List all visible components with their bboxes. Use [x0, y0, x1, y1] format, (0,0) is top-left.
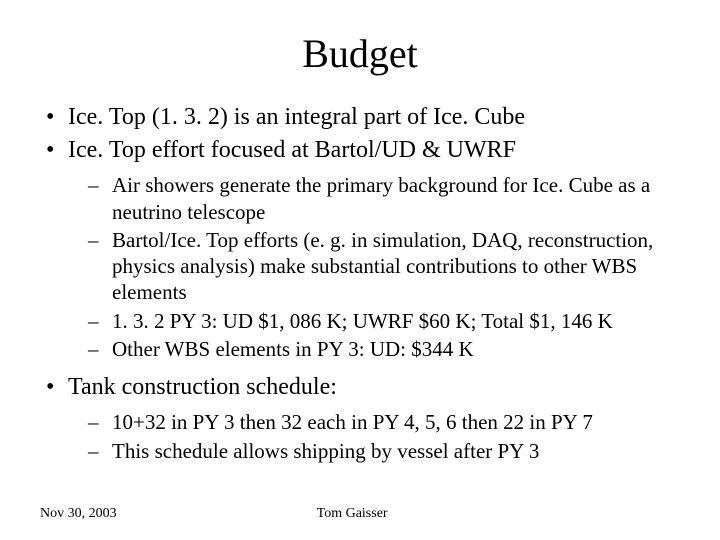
sub-bullet-item: 10+32 in PY 3 then 32 each in PY 4, 5, 6…	[40, 409, 680, 435]
sub-bullet-item: This schedule allows shipping by vessel …	[40, 438, 680, 464]
main-bullet-list: Ice. Top (1. 3. 2) is an integral part o…	[40, 102, 680, 166]
slide-footer: Nov 30, 2003 Tom Gaisser	[40, 506, 680, 522]
sub-bullet-item: Air showers generate the primary backgro…	[40, 172, 680, 225]
footer-date: Nov 30, 2003	[40, 506, 117, 522]
main-bullet-list-2: Tank construction schedule:	[40, 372, 680, 403]
sub-bullet-item: Other WBS elements in PY 3: UD: $344 K	[40, 336, 680, 362]
sub-bullet-item: 1. 3. 2 PY 3: UD $1, 086 K; UWRF $60 K; …	[40, 308, 680, 334]
sub-bullet-list-1: Air showers generate the primary backgro…	[40, 172, 680, 362]
bullet-item: Tank construction schedule:	[40, 372, 680, 403]
sub-bullet-list-2: 10+32 in PY 3 then 32 each in PY 4, 5, 6…	[40, 409, 680, 464]
bullet-item: Ice. Top (1. 3. 2) is an integral part o…	[40, 102, 680, 133]
sub-bullet-item: Bartol/Ice. Top efforts (e. g. in simula…	[40, 227, 680, 306]
footer-author: Tom Gaisser	[317, 506, 388, 522]
bullet-item: Ice. Top effort focused at Bartol/UD & U…	[40, 135, 680, 166]
slide-title: Budget	[40, 30, 680, 77]
